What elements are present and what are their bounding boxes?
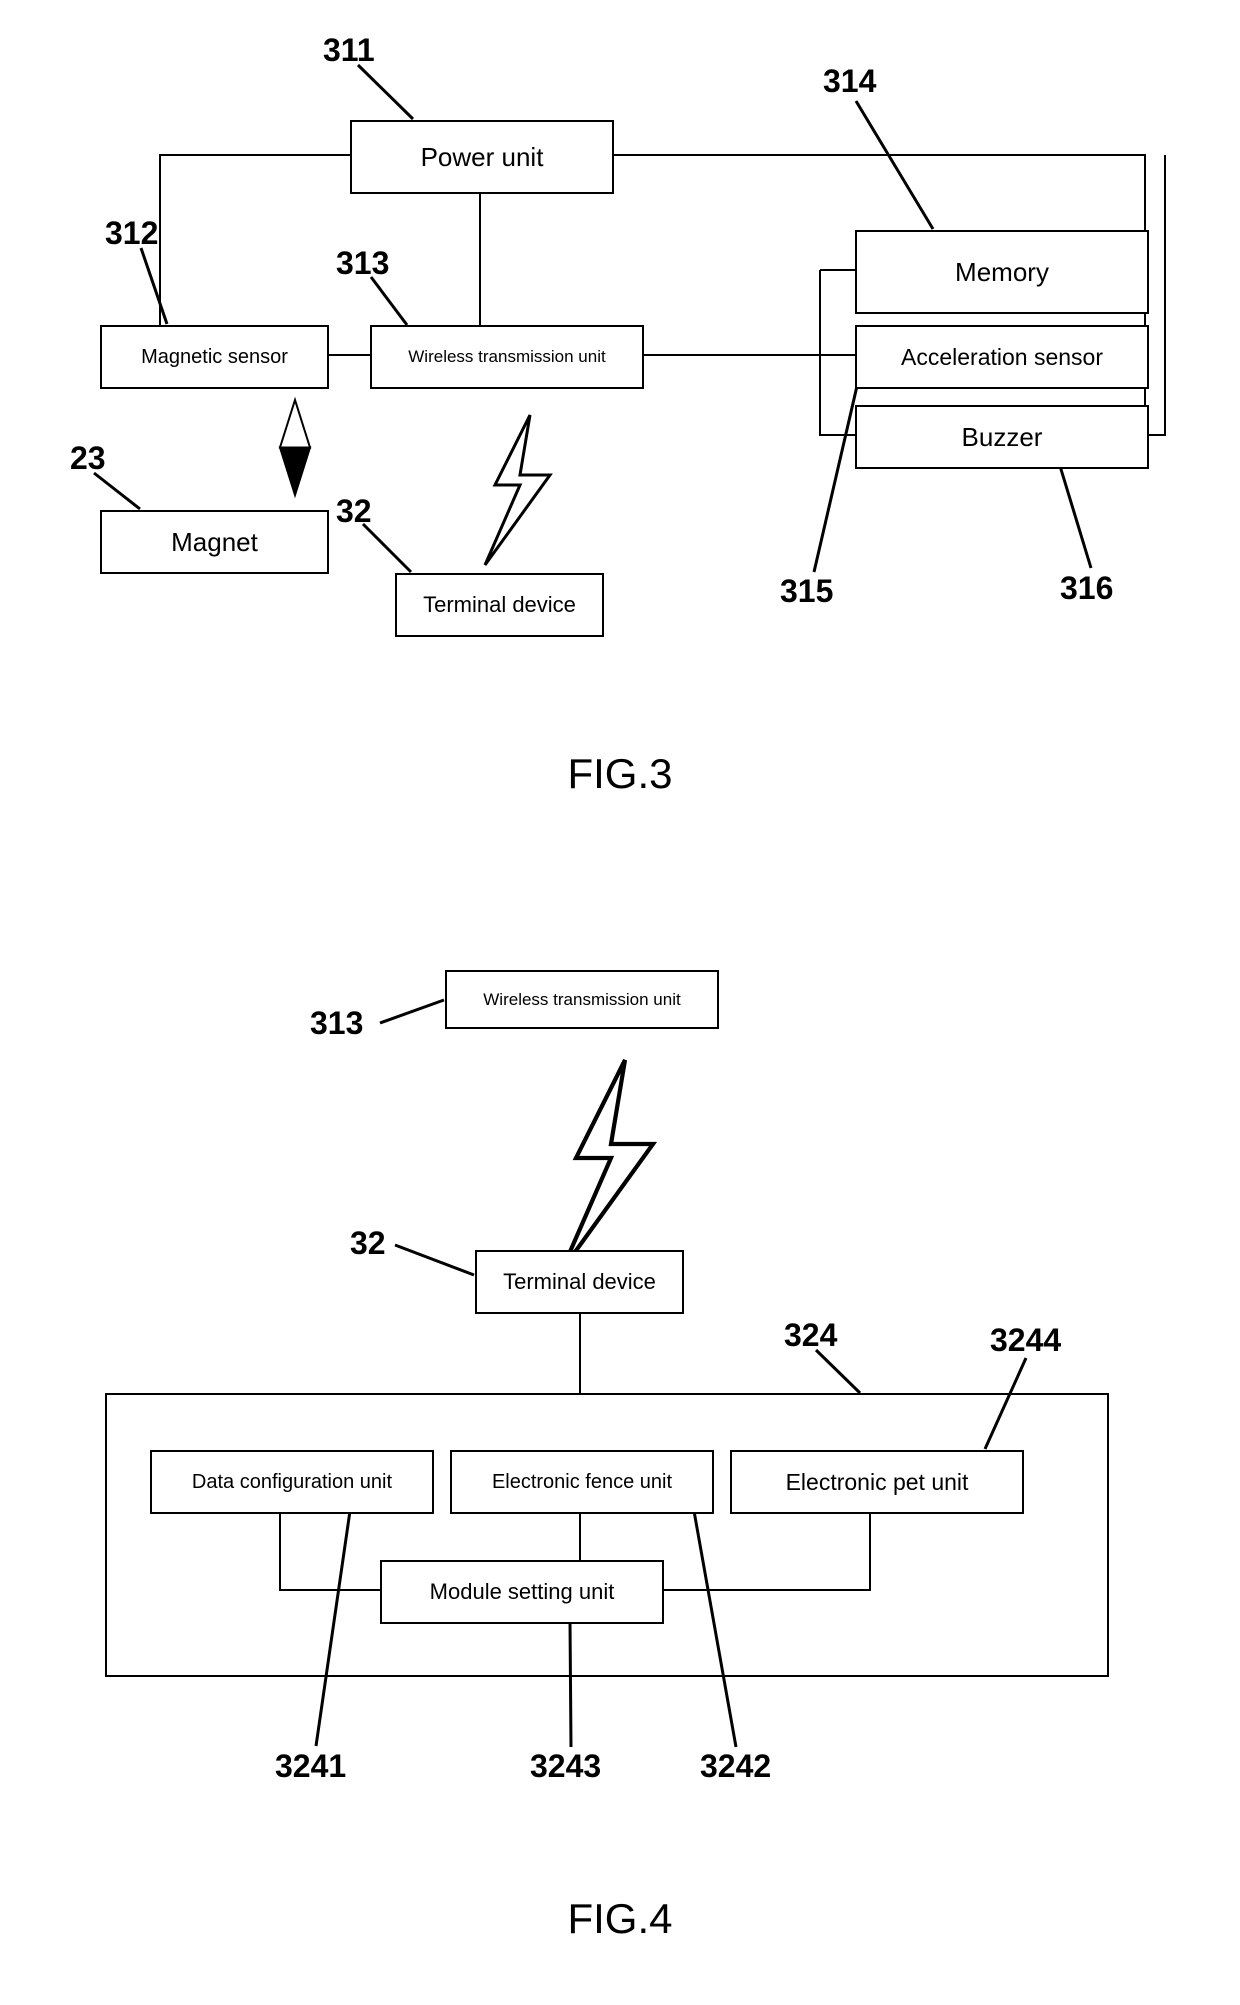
box-magnet: Magnet (100, 510, 329, 574)
ref-316: 316 (1060, 570, 1113, 607)
box-wireless-unit-4: Wireless transmission unit (445, 970, 719, 1029)
ref-311: 311 (323, 32, 375, 69)
box-terminal-3: Terminal device (395, 573, 604, 637)
box-module-setting: Module setting unit (380, 1560, 664, 1624)
box-epet: Electronic pet unit (730, 1450, 1024, 1514)
box-memory: Memory (855, 230, 1149, 314)
ref-3241: 3241 (275, 1748, 346, 1785)
ref-3242: 3242 (700, 1748, 771, 1785)
fig3-title: FIG.3 (0, 750, 1240, 798)
ref-312: 312 (105, 215, 158, 252)
ref-313-3: 313 (336, 245, 389, 282)
ref-324: 324 (784, 1317, 837, 1354)
box-power-unit: Power unit (350, 120, 614, 194)
diagram-canvas: Power unit Memory Magnetic sensor Wirele… (0, 0, 1240, 2005)
ref-23: 23 (70, 440, 106, 477)
ref-3244: 3244 (990, 1322, 1061, 1359)
outer-box-324 (105, 1393, 1109, 1677)
box-efence: Electronic fence unit (450, 1450, 714, 1514)
ref-315: 315 (780, 573, 833, 610)
ref-313-4: 313 (310, 1005, 363, 1042)
box-accel-sensor: Acceleration sensor (855, 325, 1149, 389)
box-wireless-unit-3: Wireless transmission unit (370, 325, 644, 389)
ref-32-4: 32 (350, 1225, 386, 1262)
box-magnetic-sensor: Magnetic sensor (100, 325, 329, 389)
ref-3243: 3243 (530, 1748, 601, 1785)
box-buzzer: Buzzer (855, 405, 1149, 469)
ref-314: 314 (823, 63, 876, 100)
fig4-title: FIG.4 (0, 1895, 1240, 1943)
box-terminal-4: Terminal device (475, 1250, 684, 1314)
box-data-config: Data configuration unit (150, 1450, 434, 1514)
ref-32-3: 32 (336, 493, 372, 530)
